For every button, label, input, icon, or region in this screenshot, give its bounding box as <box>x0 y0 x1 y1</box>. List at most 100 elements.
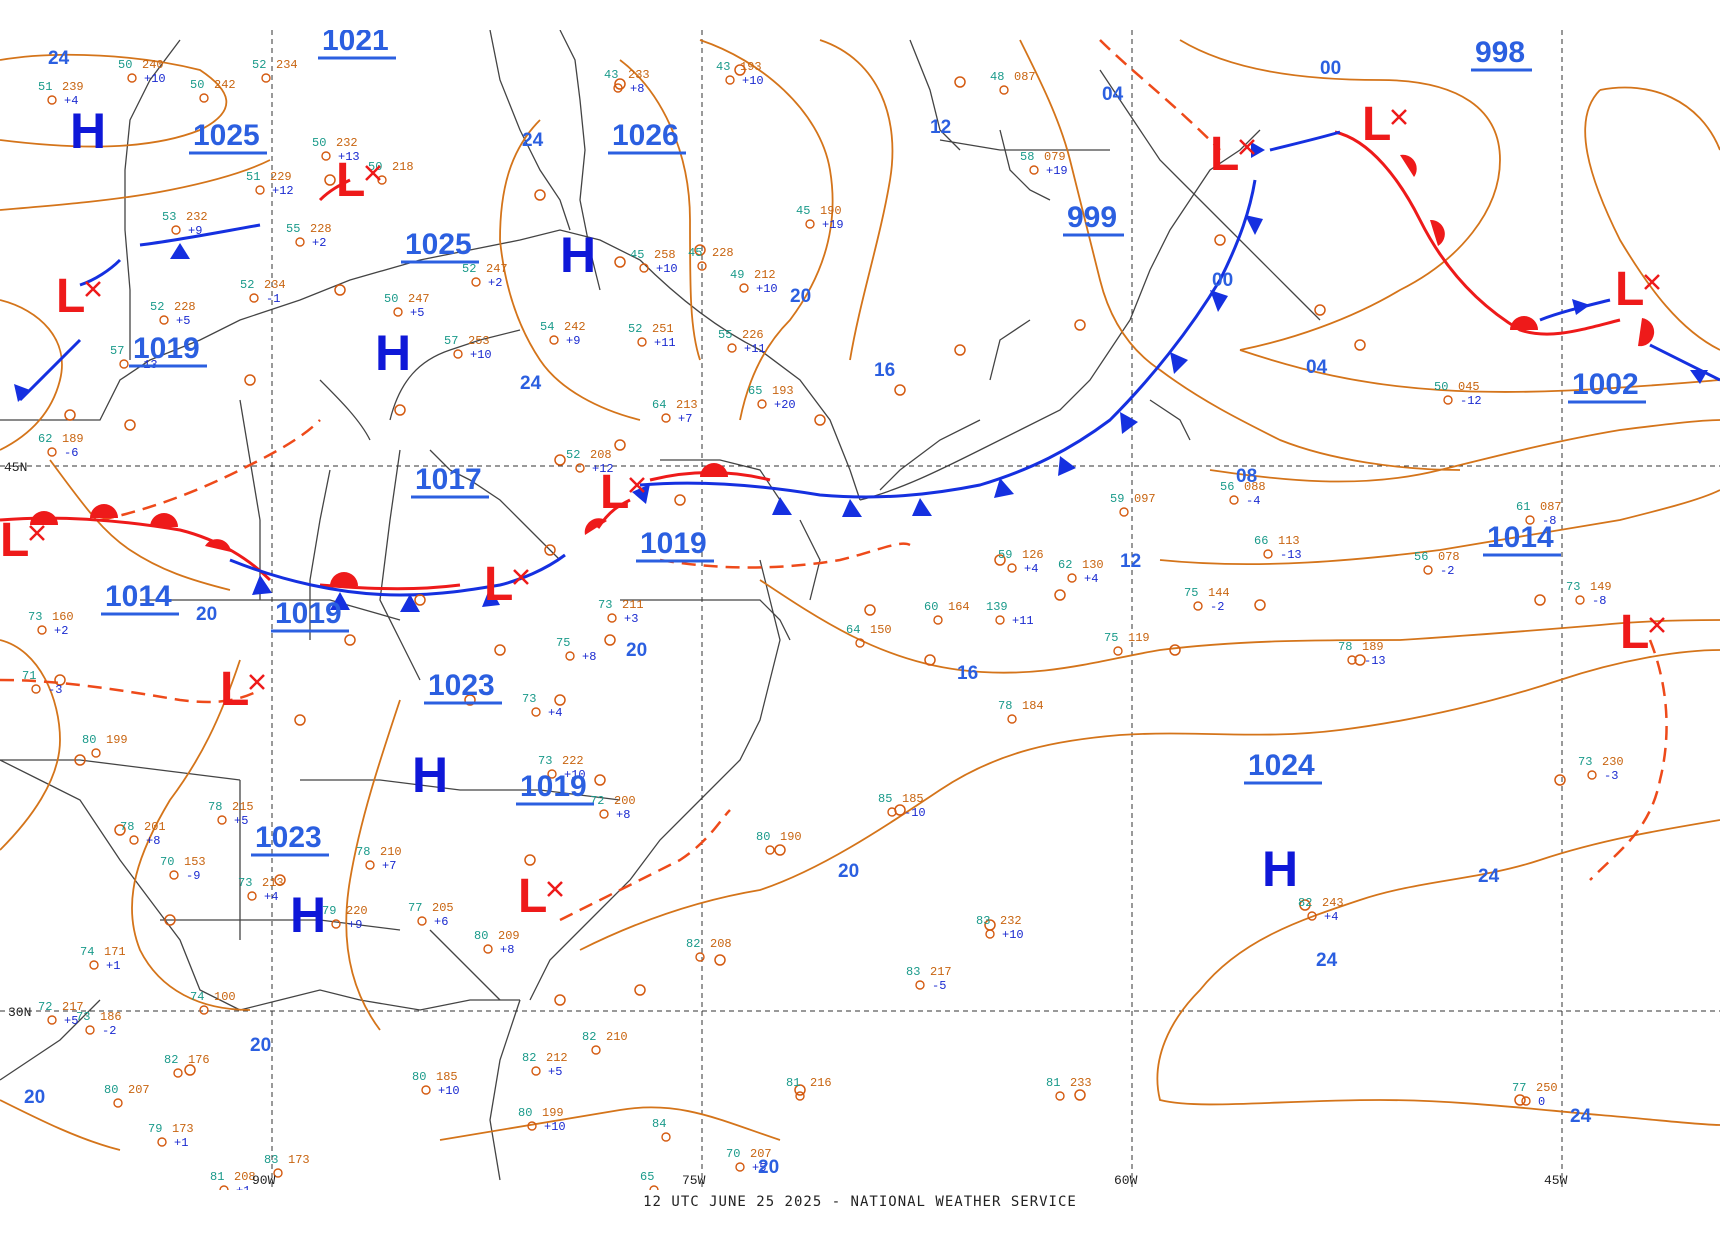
station-pressure: 100 <box>214 990 236 1004</box>
station-temperature: 83 <box>264 1153 278 1167</box>
station-circle-icon <box>199 1005 209 1015</box>
isobar-small-label: 20 <box>626 640 647 661</box>
station-pressure-tendency: +1 <box>236 1184 250 1198</box>
isobar-small-label: 00 <box>1212 270 1233 291</box>
station-plot: 139 +11 <box>986 600 1034 628</box>
station-circle-icon <box>805 219 815 229</box>
station-circle-icon <box>129 835 139 845</box>
station-pressure: 144 <box>1208 586 1230 600</box>
station-pressure: 150 <box>870 623 892 637</box>
isobar-small-label: 24 <box>520 373 542 394</box>
station-plot: 64 213+7 <box>652 398 698 426</box>
station-plot: 45 258+10 <box>630 248 678 276</box>
station-circle-icon <box>47 447 57 457</box>
station-plot: 72 200+8 <box>590 794 636 822</box>
low-center-x-icon <box>629 477 645 493</box>
station-pressure-tendency: +4 <box>1084 572 1098 586</box>
station-circle-icon <box>89 960 99 970</box>
station-pressure-tendency: +5 <box>176 314 190 328</box>
station-temperature: 73 <box>76 1010 90 1024</box>
station-temperature: 58 <box>1020 150 1034 164</box>
isobar-label: 1025 <box>193 119 260 152</box>
station-pressure-tendency: +8 <box>582 650 596 664</box>
station-circle-icon <box>995 615 1005 625</box>
station-circle-icon <box>37 625 47 635</box>
isobar-label: 1014 <box>1487 521 1554 554</box>
station-circle-icon <box>1229 495 1239 505</box>
station-pressure: 130 <box>1082 558 1104 572</box>
station-plot: 49 212+10 <box>730 268 778 296</box>
station-pressure: 242 <box>214 78 236 92</box>
station-pressure: 228 <box>174 300 196 314</box>
station-temperature: 80 <box>518 1106 532 1120</box>
station-pressure: 212 <box>754 268 776 282</box>
station-temperature: 80 <box>412 1070 426 1084</box>
station-pressure-tendency: -12 <box>1460 394 1482 408</box>
station-pressure: 230 <box>1602 755 1624 769</box>
low-center-x-icon <box>85 281 101 297</box>
station-circle-icon <box>295 237 305 247</box>
station-pressure-tendency: +10 <box>470 348 492 362</box>
station-temperature: 52 <box>566 448 580 462</box>
station-pressure: 233 <box>628 68 650 82</box>
station-pressure-tendency: -6 <box>64 446 78 460</box>
station-temperature: 64 <box>652 398 666 412</box>
station-pressure: 078 <box>1438 550 1460 564</box>
station-pressure: 211 <box>622 598 644 612</box>
station-temperature: 77 <box>1512 1081 1526 1095</box>
station-pressure-tendency: -4 <box>1246 494 1260 508</box>
station-plot: 81 208+1 <box>210 1170 256 1198</box>
station-circle-icon <box>1443 395 1453 405</box>
station-temperature: 75 <box>1184 586 1198 600</box>
station-pressure: 243 <box>1322 896 1344 910</box>
station-temperature: 70 <box>726 1147 740 1161</box>
station-circle-icon <box>157 1137 167 1147</box>
station-temperature: 78 <box>356 845 370 859</box>
station-temperature: 82 <box>522 1051 536 1065</box>
station-pressure: 171 <box>104 945 126 959</box>
station-circle-icon <box>915 980 925 990</box>
isobars-layer <box>0 39 1720 1151</box>
station-circle-icon <box>31 684 41 694</box>
station-pressure: 215 <box>232 800 254 814</box>
station-temperature: 48 <box>990 70 1004 84</box>
station-pressure: 200 <box>614 794 636 808</box>
station-pressure-tendency: +1 <box>174 1136 188 1150</box>
station-pressure-tendency: +5 <box>410 306 424 320</box>
station-pressure: 205 <box>432 901 454 915</box>
station-plot: 59 126+4 <box>998 548 1044 576</box>
station-plot: 78 189-13 <box>1338 640 1386 668</box>
station-pressure-tendency: -13 <box>1280 548 1302 562</box>
station-pressure: 253 <box>468 334 490 348</box>
station-pressure: 220 <box>346 904 368 918</box>
station-pressure-tendency: +4 <box>548 706 562 720</box>
station-circle-icon <box>377 175 387 185</box>
station-temperature: 50 <box>190 78 204 92</box>
station-plot: 80 199+10 <box>518 1106 566 1134</box>
isobar-label: 1025 <box>405 228 472 261</box>
station-temperature: 84 <box>652 1117 666 1131</box>
station-circle-icon <box>887 807 897 817</box>
station-pressure-tendency: +1 <box>106 959 120 973</box>
low-pressure-center: L <box>1620 606 1649 659</box>
station-pressure: 207 <box>128 1083 150 1097</box>
station-circle-icon <box>1347 655 1357 665</box>
station-circle-icon <box>1423 565 1433 575</box>
station-pressure: 226 <box>742 328 764 342</box>
station-pressure: 239 <box>62 80 84 94</box>
station-temperature: 79 <box>148 1122 162 1136</box>
station-temperature: 49 <box>730 268 744 282</box>
station-plot: 82 176 <box>164 1053 210 1078</box>
station-temperature: 57 <box>110 344 124 358</box>
station-pressure-tendency: +4 <box>1024 562 1038 576</box>
station-pressure-tendency: +10 <box>756 282 778 296</box>
station-pressure: 210 <box>606 1030 628 1044</box>
station-pressure-tendency: -10 <box>904 806 926 820</box>
station-pressure-tendency: +6 <box>434 915 448 929</box>
isobar-small-label: 24 <box>48 48 70 69</box>
station-plot: 53 232+9 <box>162 210 208 238</box>
station-temperature: 52 <box>462 262 476 276</box>
station-pressure: 201 <box>144 820 166 834</box>
station-plot: 82 210 <box>582 1030 628 1055</box>
isobar-small-label: 20 <box>790 286 811 307</box>
